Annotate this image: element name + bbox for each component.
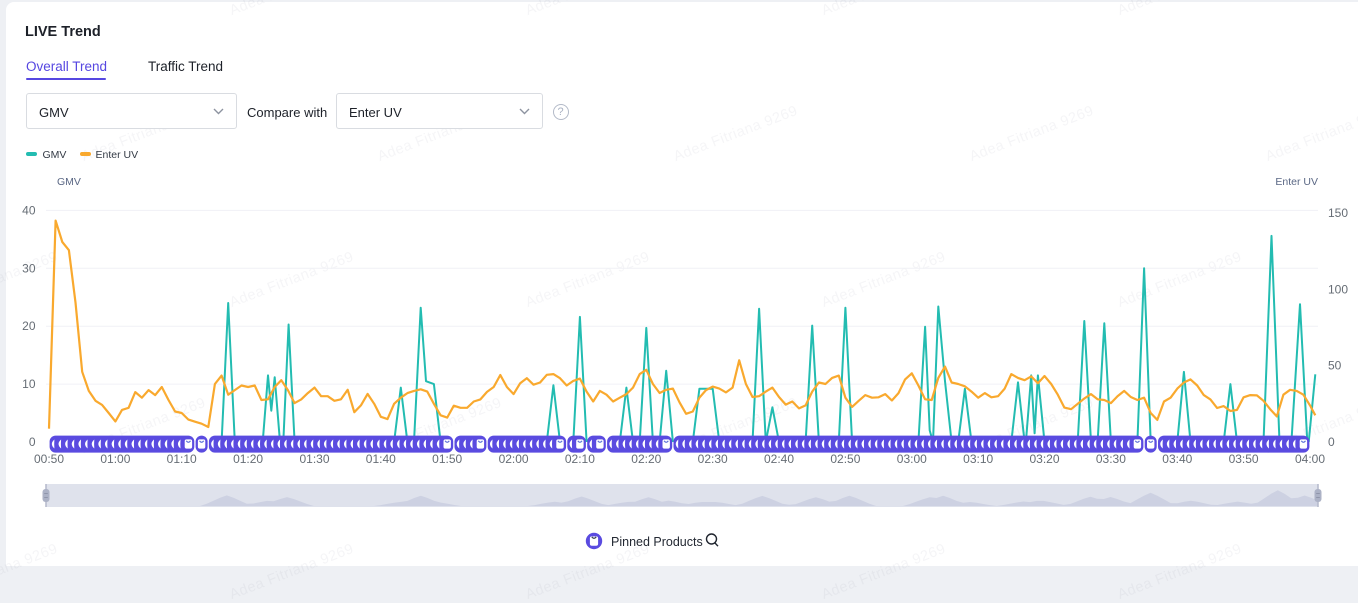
svg-text:03:00: 03:00 — [897, 452, 927, 466]
svg-text:30: 30 — [22, 261, 36, 275]
svg-text:03:40: 03:40 — [1162, 452, 1192, 466]
svg-text:100: 100 — [1328, 282, 1348, 296]
svg-text:03:30: 03:30 — [1096, 452, 1126, 466]
svg-text:00:50: 00:50 — [34, 452, 64, 466]
svg-text:20: 20 — [22, 319, 36, 333]
svg-text:150: 150 — [1328, 206, 1348, 220]
svg-text:50: 50 — [1328, 359, 1342, 373]
svg-text:03:10: 03:10 — [963, 452, 993, 466]
svg-text:0: 0 — [29, 435, 36, 449]
svg-text:03:50: 03:50 — [1229, 452, 1259, 466]
svg-text:02:20: 02:20 — [631, 452, 661, 466]
svg-text:40: 40 — [22, 203, 36, 217]
svg-text:04:00: 04:00 — [1295, 452, 1325, 466]
svg-text:02:50: 02:50 — [830, 452, 860, 466]
svg-text:02:40: 02:40 — [764, 452, 794, 466]
svg-text:10: 10 — [22, 377, 36, 391]
svg-text:0: 0 — [1328, 435, 1335, 449]
svg-text:02:30: 02:30 — [698, 452, 728, 466]
svg-text:01:40: 01:40 — [366, 452, 396, 466]
svg-text:02:00: 02:00 — [499, 452, 529, 466]
svg-text:01:20: 01:20 — [233, 452, 263, 466]
svg-text:01:30: 01:30 — [299, 452, 329, 466]
svg-text:Enter UV: Enter UV — [1275, 176, 1318, 188]
svg-text:Pinned Products: Pinned Products — [611, 535, 703, 549]
svg-text:01:00: 01:00 — [100, 452, 130, 466]
svg-text:01:10: 01:10 — [167, 452, 197, 466]
svg-text:GMV: GMV — [57, 176, 81, 188]
svg-text:03:20: 03:20 — [1029, 452, 1059, 466]
svg-text:02:10: 02:10 — [565, 452, 595, 466]
svg-text:01:50: 01:50 — [432, 452, 462, 466]
